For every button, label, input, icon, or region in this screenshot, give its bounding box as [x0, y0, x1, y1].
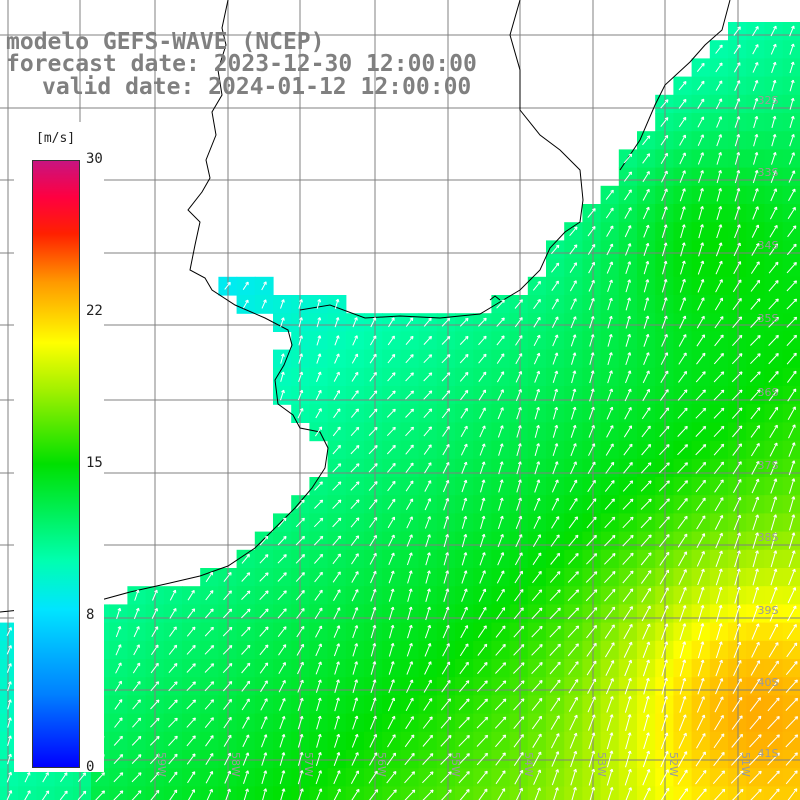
coastline: [0, 0, 731, 613]
colorbar-tick-30: 30: [86, 151, 103, 167]
colorbar-tick-8: 8: [86, 607, 95, 623]
lon-label: 52W: [667, 752, 680, 777]
latitude-labels: 32S 33S 34S 35S 36S 37S 38S 39S 40S 41S: [758, 94, 779, 760]
lat-label: 35S: [758, 312, 779, 325]
colorbar-tick-0: 0: [86, 759, 95, 775]
lon-label: 58W: [229, 752, 242, 777]
lat-label: 36S: [758, 386, 779, 399]
lon-label: 56W: [375, 752, 388, 777]
lon-label: 53W: [595, 752, 608, 777]
lon-label: 59W: [155, 752, 168, 777]
lon-label: 51W: [739, 752, 752, 777]
lat-label: 41S: [758, 747, 779, 760]
lat-label: 32S: [758, 94, 779, 107]
lat-label: 38S: [758, 531, 779, 544]
wind-vectors: [6, 25, 799, 800]
lon-label: 57W: [302, 752, 315, 777]
colorbar: [32, 160, 80, 768]
lon-label: 54W: [522, 752, 535, 777]
lat-label: 34S: [758, 239, 779, 252]
lat-label: 40S: [758, 676, 779, 689]
lat-label: 37S: [758, 459, 779, 472]
lon-label: 55W: [449, 752, 462, 777]
model-title: modelo GEFS-WAVE (NCEP): [6, 29, 325, 55]
valid-date: valid date: 2024-01-12 12:00:00: [42, 74, 472, 100]
longitude-labels: 59W 58W 57W 56W 55W 54W 53W 52W 51W: [155, 752, 752, 777]
colorbar-unit: [m/s]: [34, 131, 78, 146]
forecast-date: forecast date: 2023-12-30 12:00:00: [6, 51, 477, 77]
colorbar-tick-22: 22: [86, 303, 103, 319]
lat-label: 39S: [758, 604, 779, 617]
lat-label: 33S: [758, 166, 779, 179]
colorbar-tick-15: 15: [86, 455, 103, 471]
